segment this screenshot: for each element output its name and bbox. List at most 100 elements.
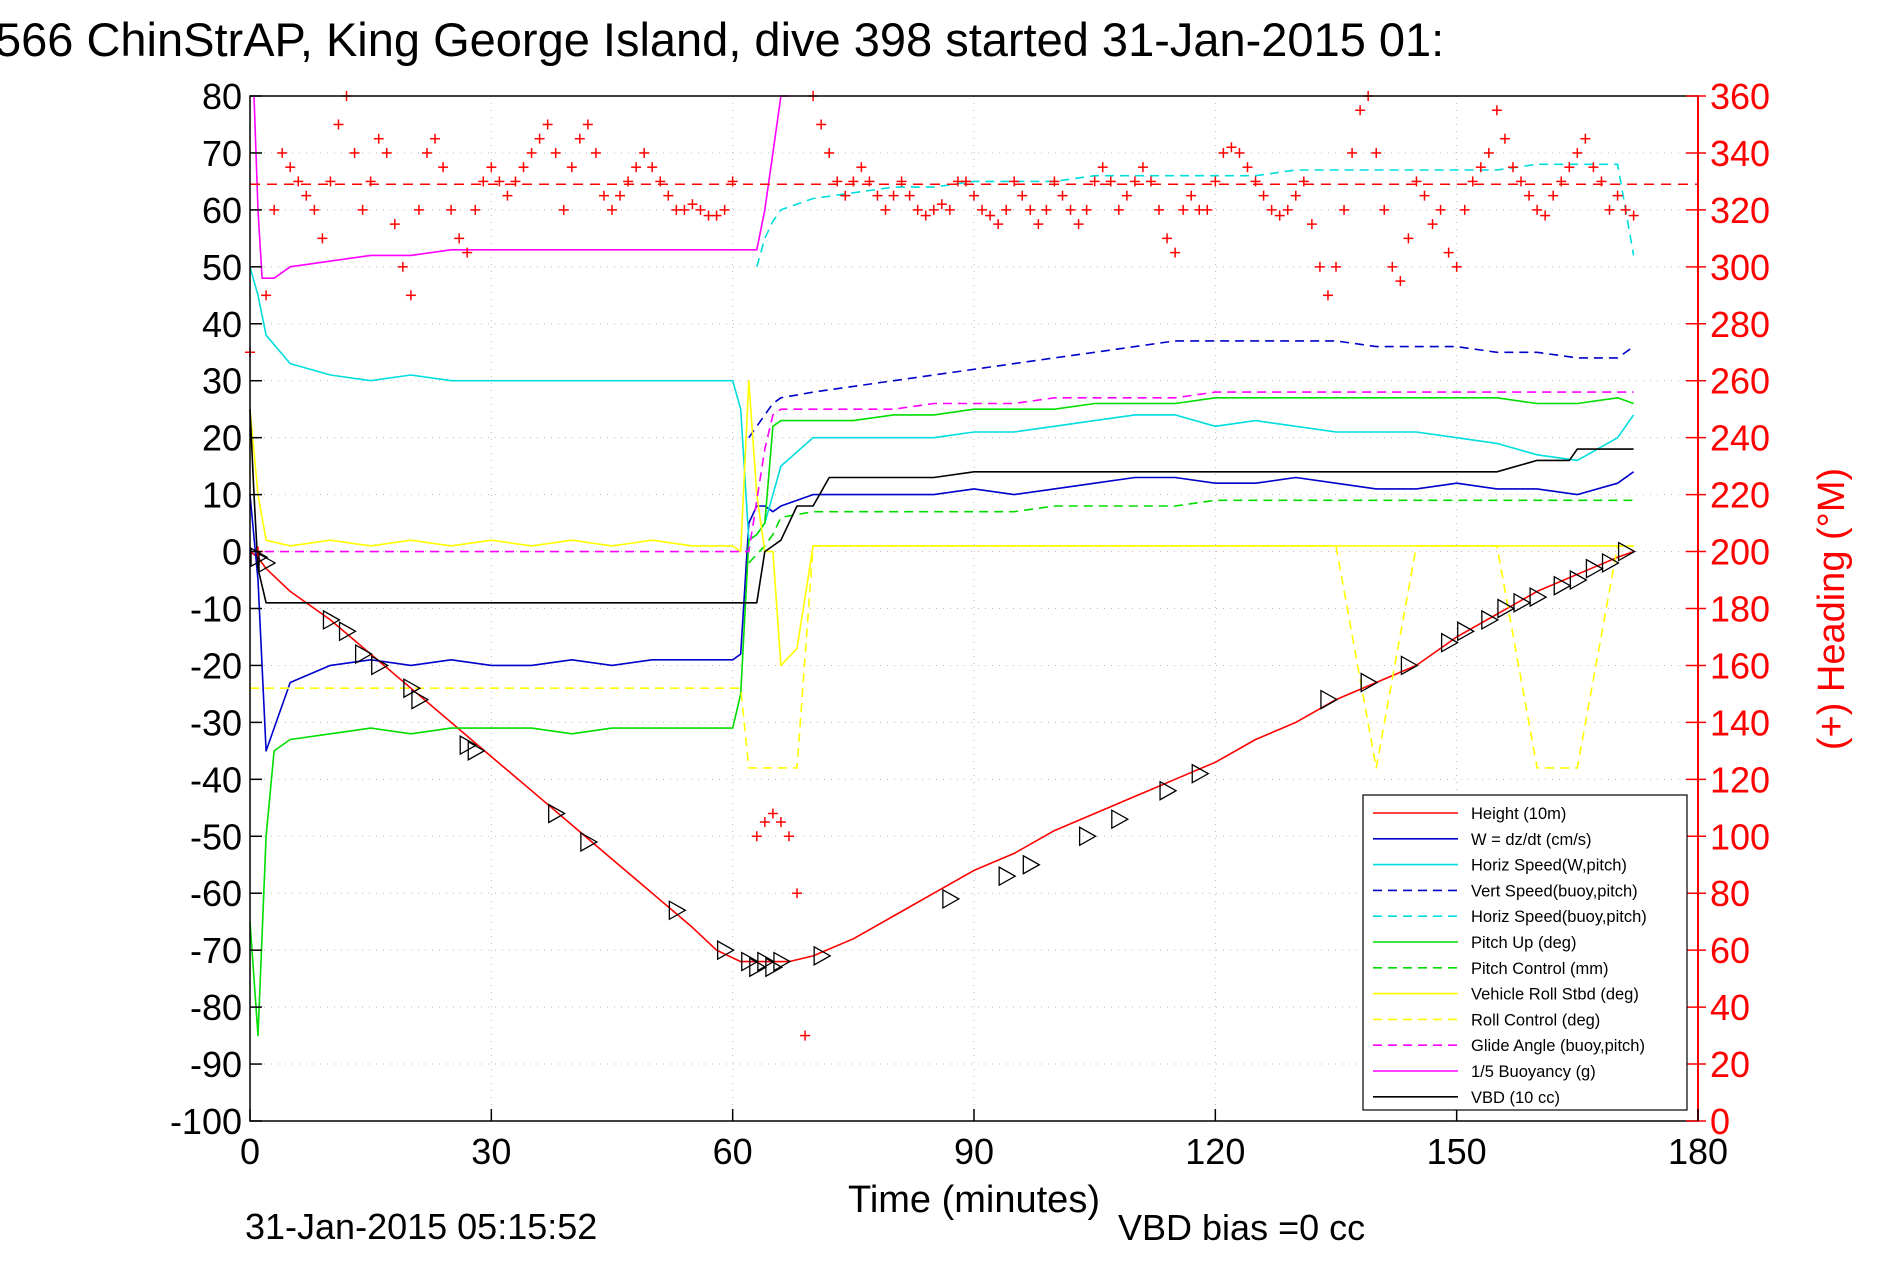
right-tick-label: 180 [1710, 589, 1770, 630]
depth-marker [1400, 655, 1419, 676]
heading-marker [848, 176, 859, 187]
heading-marker [590, 147, 601, 158]
right-tick-label: 240 [1710, 418, 1770, 459]
heading-marker [1178, 204, 1189, 215]
left-tick-label: -50 [190, 816, 242, 857]
depth-marker [338, 621, 357, 642]
heading-marker [1556, 176, 1567, 187]
heading-marker [373, 133, 384, 144]
heading-marker [1347, 147, 1358, 158]
heading-marker [333, 119, 344, 130]
heading-marker [413, 204, 424, 215]
heading-marker [285, 162, 296, 173]
heading-marker [1628, 210, 1639, 221]
heading-marker [888, 190, 899, 201]
heading-marker [1081, 204, 1092, 215]
heading-marker [1210, 176, 1221, 187]
heading-marker [542, 119, 553, 130]
heading-marker [462, 247, 473, 258]
heading-marker [816, 119, 827, 130]
heading-marker [446, 204, 457, 215]
series-line-1 [249, 471, 1635, 752]
left-tick-label: -40 [190, 759, 242, 800]
heading-marker [687, 199, 698, 210]
legend-label: Vert Speed(buoy,pitch) [1471, 882, 1638, 900]
left-tick-label: 80 [202, 76, 242, 117]
depth-marker [1440, 632, 1459, 653]
x-tick-label: 0 [240, 1131, 260, 1172]
heading-marker [381, 147, 392, 158]
series-line-6 [748, 499, 1634, 564]
heading-marker [1282, 204, 1293, 215]
depth-marker [1513, 592, 1532, 613]
series-line-0 [249, 550, 1634, 963]
left-tick-label: 20 [202, 418, 242, 459]
depth-marker [467, 740, 486, 761]
heading-marker [421, 147, 432, 158]
heading-marker [647, 162, 658, 173]
depth-marker [258, 552, 277, 574]
heading-marker [1499, 133, 1510, 144]
heading-marker [1339, 204, 1350, 215]
heading-marker [1322, 290, 1333, 301]
heading-marker [269, 204, 280, 215]
legend-label: Pitch Up (deg) [1471, 934, 1576, 952]
legend-label: Horiz Speed(buoy,pitch) [1471, 908, 1647, 926]
heading-marker [856, 162, 867, 173]
heading-marker [1355, 105, 1366, 116]
depth-marker [322, 609, 341, 631]
x-tick-label: 30 [471, 1131, 511, 1172]
heading-marker [494, 176, 505, 187]
depth-marker [1553, 575, 1572, 596]
heading-marker [1475, 162, 1486, 173]
heading-marker [1073, 219, 1084, 230]
heading-marker [719, 204, 730, 215]
right-tick-label: 300 [1710, 247, 1770, 288]
heading-marker [1435, 204, 1446, 215]
heading-marker [301, 190, 312, 201]
heading-marker [1419, 190, 1430, 201]
left-tick-label: -100 [170, 1101, 242, 1142]
legend-label: Roll Control (deg) [1471, 1011, 1600, 1029]
x-axis-label: Time (minutes) [848, 1179, 1100, 1221]
heading-marker [920, 210, 931, 221]
heading-marker [783, 831, 794, 842]
heading-marker [1105, 176, 1116, 187]
right-tick-label: 100 [1710, 816, 1770, 857]
right-tick-label: 360 [1710, 76, 1770, 117]
right-tick-label: 60 [1710, 930, 1750, 971]
heading-marker [1057, 190, 1068, 201]
right-tick-label: 160 [1710, 645, 1770, 686]
series-line-11 [249, 409, 1634, 604]
heading-marker [1226, 142, 1237, 153]
heading-marker [840, 190, 851, 201]
footer-vbd-bias: VBD bias =0 cc [1118, 1207, 1365, 1248]
heading-marker [1451, 261, 1462, 272]
x-tick-label: 90 [954, 1131, 994, 1172]
heading-marker [1137, 162, 1148, 173]
heading-marker [1524, 190, 1535, 201]
legend: Height (10m) W = dz/dt (cm/s) Horiz Speed(… [1362, 794, 1688, 1111]
heading-marker [1427, 219, 1438, 230]
depth-marker [1111, 809, 1130, 830]
left-tick-label: 60 [202, 190, 242, 231]
legend-box [1362, 794, 1688, 1111]
left-tick-label: -60 [190, 873, 242, 914]
series-layer [249, 95, 1635, 1037]
heading-marker [977, 204, 988, 215]
heading-marker [1532, 204, 1543, 215]
depth-marker [580, 831, 599, 853]
depth-marker [411, 689, 430, 710]
heading-marker [1065, 204, 1076, 215]
heading-layer [245, 91, 1698, 1041]
heading-marker [1041, 204, 1052, 215]
heading-marker [792, 888, 803, 899]
heading-marker [478, 176, 489, 187]
heading-marker [832, 176, 843, 187]
left-tick-label: 50 [202, 247, 242, 288]
heading-marker [800, 1030, 811, 1041]
heading-marker [727, 176, 738, 187]
triangle-marker-layer [250, 541, 1636, 978]
heading-marker [912, 204, 923, 215]
series-line-5 [249, 396, 1634, 1037]
